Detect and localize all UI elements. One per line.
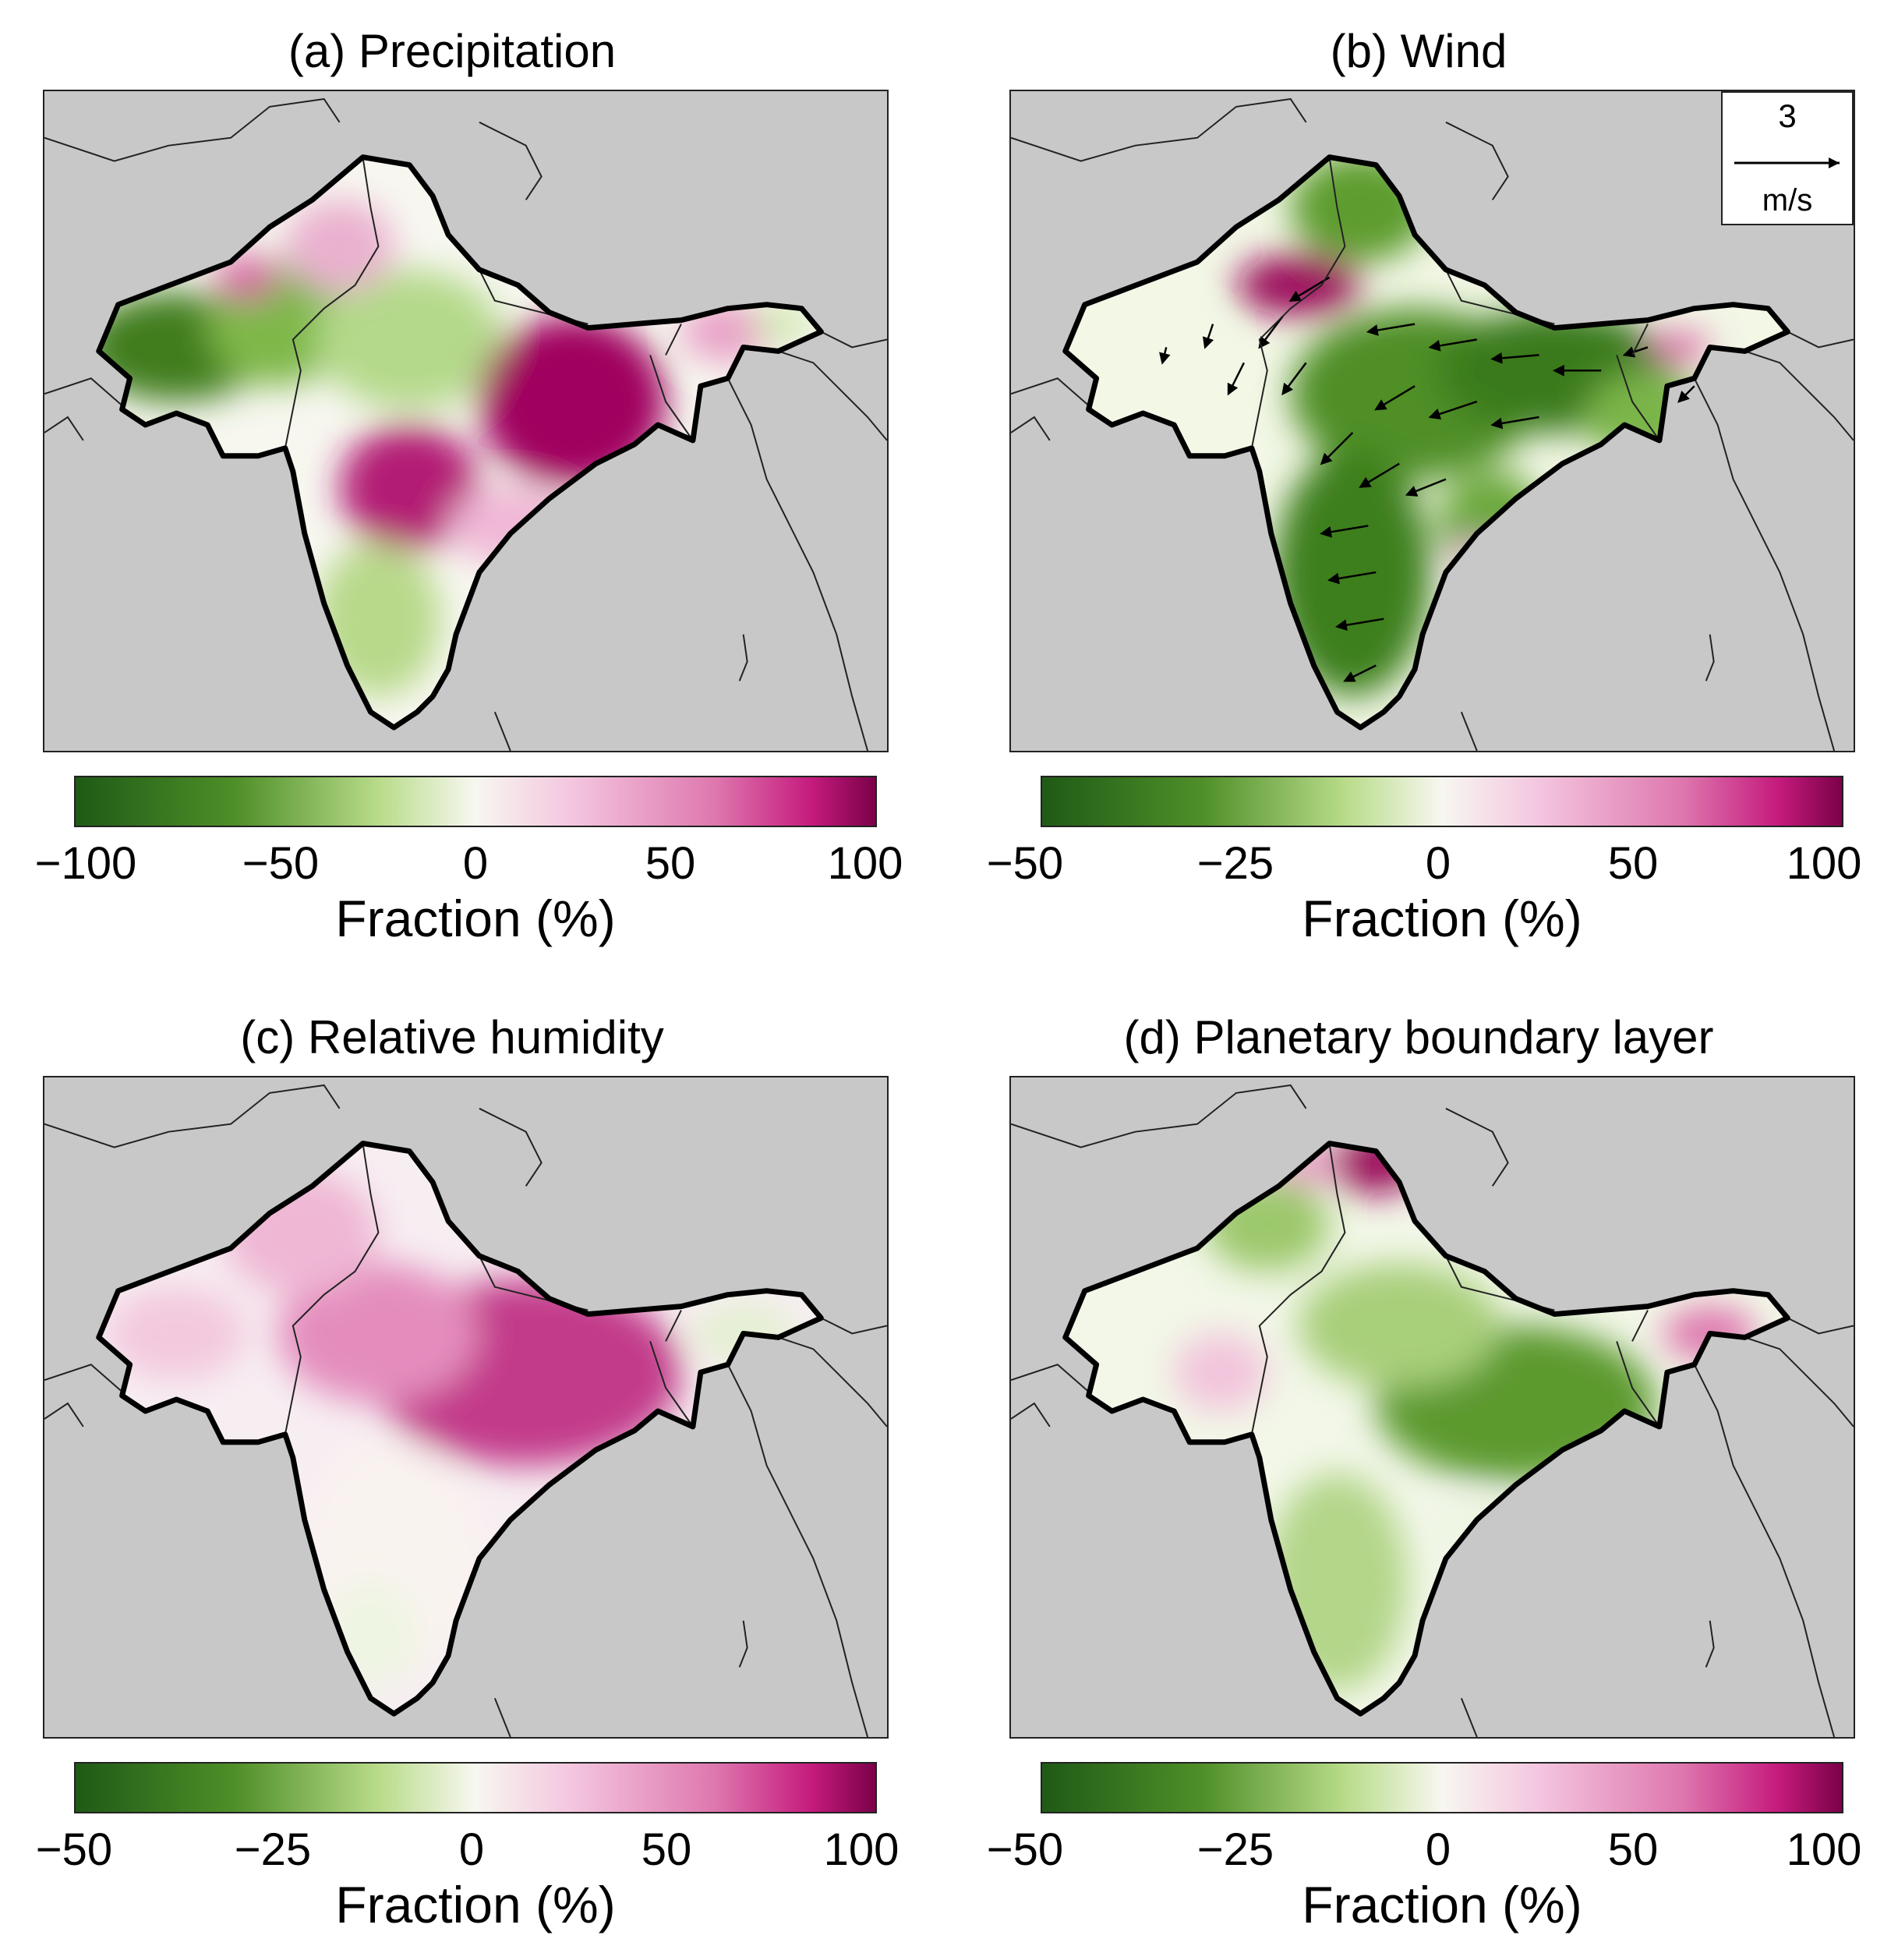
vector-legend-unit: m/s [1762, 183, 1813, 218]
field-layer [106, 1170, 798, 1691]
map-svg [44, 97, 887, 751]
colorbar-tick: 0 [1425, 1824, 1451, 1875]
panel-precipitation: (a) Precipitation [0, 0, 904, 947]
map-frame[interactable] [43, 90, 889, 752]
colorbar-tick: −50 [986, 1824, 1064, 1875]
colorbar-label: Fraction (%) [335, 1876, 616, 1933]
wind-vectors [1159, 276, 1695, 682]
colorbar-tick: 100 [827, 838, 903, 889]
panel-relative-humidity: (c) Relative humidity [0, 986, 904, 1933]
neighbor-borders [1011, 1084, 1854, 1737]
panel-wind: (b) Wind [967, 0, 1871, 947]
map-frame[interactable] [1009, 1076, 1855, 1739]
vector-legend-arrow-icon [1734, 157, 1840, 168]
colorbar-tick: 100 [823, 1824, 900, 1875]
colorbar-tick: 50 [1607, 838, 1659, 889]
colorbar-tick: 50 [645, 838, 696, 889]
colorbar-label: Fraction (%) [1302, 1876, 1582, 1933]
colorbar-tick: 50 [641, 1824, 692, 1875]
colorbar-tick: −25 [1196, 838, 1274, 889]
map-svg [1011, 1084, 1854, 1737]
neighbor-borders [44, 1084, 887, 1737]
colorbar [74, 1762, 877, 1813]
colorbar-tick: 0 [1425, 838, 1451, 889]
colorbar-label: Fraction (%) [1302, 890, 1582, 947]
panel-title: (c) Relative humidity [240, 1011, 664, 1063]
colorbar-tick: 50 [1607, 1824, 1659, 1875]
colorbar [1041, 776, 1843, 827]
colorbar [1041, 1762, 1843, 1813]
neighbor-borders [1011, 97, 1854, 751]
panel-planetary-boundary-layer: (d) Planetary boundary layer [967, 986, 1871, 1933]
colorbar-label: Fraction (%) [335, 890, 616, 947]
panel-title: (a) Precipitation [288, 25, 617, 77]
vector-legend: 3 m/s [1721, 91, 1854, 225]
panel-title: (b) Wind [1330, 25, 1507, 77]
map-frame[interactable]: 3 m/s [1009, 90, 1855, 752]
colorbar-tick: −100 [34, 838, 137, 889]
colorbar-tick: −25 [1196, 1824, 1274, 1875]
colorbar-tick: −50 [242, 838, 320, 889]
vector-legend-value: 3 [1778, 97, 1797, 134]
map-svg [44, 1084, 887, 1737]
colorbar-tick: 0 [462, 838, 489, 889]
colorbar-tick: 0 [458, 1824, 485, 1875]
map-svg [1011, 97, 1854, 751]
panel-title: (d) Planetary boundary layer [1123, 1011, 1714, 1063]
map-frame[interactable] [43, 1076, 889, 1739]
neighbor-borders [44, 97, 887, 751]
colorbar-tick: −25 [234, 1824, 312, 1875]
colorbar [74, 776, 877, 827]
colorbar-tick: 100 [1786, 1824, 1862, 1875]
colorbar-tick: 100 [1786, 838, 1862, 889]
colorbar-tick: −50 [986, 838, 1064, 889]
colorbar-tick: −50 [35, 1824, 113, 1875]
